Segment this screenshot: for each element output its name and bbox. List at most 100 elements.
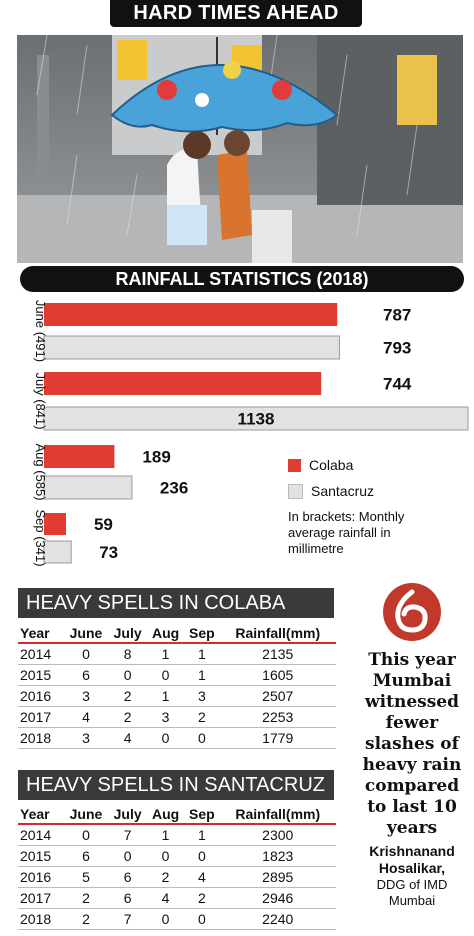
table-cell: 2017 — [18, 887, 64, 909]
bar-colaba-3 — [44, 513, 66, 535]
data-label: 744 — [383, 375, 412, 394]
table-cell: 1 — [184, 643, 220, 665]
category-label: Aug (585) — [33, 443, 48, 500]
table-cell: 6 — [108, 887, 147, 909]
table-cell: 0 — [108, 845, 147, 867]
column-header: Year — [18, 804, 64, 825]
table-row: 2016 3 2 1 3 2507 — [18, 685, 336, 707]
table-cell: 2018 — [18, 908, 64, 930]
table-cell: 0 — [146, 664, 185, 686]
table-cell: 3 — [63, 727, 109, 749]
santacruz-table-title: HEAVY SPELLS IN SANTACRUZ — [18, 770, 334, 800]
table-cell: 2 — [63, 908, 109, 930]
table-cell: 0 — [108, 664, 147, 686]
table-cell: 0 — [146, 727, 185, 749]
legend-item-colaba: Colaba — [288, 454, 374, 476]
brackets-note: In brackets: Monthly average rainfall in… — [288, 509, 405, 556]
table-cell: 0 — [146, 908, 185, 930]
column-header: Rainfall(mm) — [219, 804, 336, 825]
santacruz-spells-table: Year June July Aug Sep Rainfall(mm) 2014 0 7 1 1 2… — [18, 804, 336, 930]
newspaper-logo-icon — [383, 583, 441, 641]
table-cell: 2895 — [219, 866, 336, 888]
table-cell: 2 — [184, 706, 220, 728]
table-cell: 2015 — [18, 845, 64, 867]
table-cell: 1 — [184, 824, 220, 846]
legend-swatch-colaba — [288, 458, 301, 472]
table-cell: 6 — [108, 866, 147, 888]
table-cell: 2016 — [18, 866, 64, 888]
data-label: 787 — [383, 306, 411, 325]
table-header-row: Year June July Aug Sep Rainfall(mm) — [18, 623, 336, 644]
table-cell: 1605 — [219, 664, 336, 686]
table-cell: 0 — [63, 824, 109, 846]
table-cell: 2135 — [219, 643, 336, 665]
bar-colaba-1 — [44, 372, 322, 395]
table-cell: 4 — [146, 887, 185, 909]
column-header: Rainfall(mm) — [219, 623, 336, 644]
table-row: 2018 3 4 0 0 1779 — [18, 727, 336, 749]
table-cell: 2 — [184, 887, 220, 909]
table-cell: 0 — [63, 643, 109, 665]
legend-label-colaba: Colaba — [309, 457, 354, 473]
table-row: 2018 2 7 0 0 2240 — [18, 908, 336, 930]
umbrella-children-illustration — [17, 35, 463, 263]
data-label: 1138 — [238, 410, 275, 429]
bar-colaba-0 — [44, 303, 338, 326]
headline: HARD TIMES AHEAD — [110, 0, 362, 27]
table-row: 2017 4 2 3 2 2253 — [18, 706, 336, 728]
table-cell: 2014 — [18, 643, 64, 665]
table-cell: 1779 — [219, 727, 336, 749]
rainfall-bar-chart: 787 793 June (491) 744 1138 July (841) 189 236 A… — [33, 300, 469, 567]
table-cell: 3 — [146, 706, 185, 728]
table-cell: 1 — [184, 664, 220, 686]
table-cell: 1 — [146, 685, 185, 707]
data-label: 189 — [142, 448, 170, 467]
colaba-spells-table: Year June July Aug Sep Rainfall(mm) 2014 0 8 1 1 2… — [18, 623, 336, 749]
table-cell: 0 — [146, 845, 185, 867]
table-cell: 2 — [108, 706, 147, 728]
table-cell: 2018 — [18, 727, 64, 749]
column-header: Sep — [184, 623, 220, 644]
table-cell: 6 — [63, 664, 109, 686]
table-row: 2015 6 0 0 0 1823 — [18, 845, 336, 867]
table-cell: 1 — [146, 643, 185, 665]
legend-item-santacruz: Santacruz — [288, 480, 374, 502]
legend-swatch-santacruz — [288, 483, 303, 499]
table-cell: 0 — [184, 845, 220, 867]
table-cell: 7 — [108, 824, 147, 846]
column-header: June — [63, 804, 109, 825]
legend-label-santacruz: Santacruz — [311, 483, 375, 499]
table-cell: 8 — [108, 643, 147, 665]
column-header: Aug — [146, 804, 185, 825]
rainfall-stats-title: RAINFALL STATISTICS (2018) — [20, 266, 464, 292]
table-row: 2016 5 6 2 4 2895 — [18, 866, 336, 888]
quote-author: Krishnanand Hosalikar, — [369, 843, 455, 876]
column-header: Sep — [184, 804, 220, 825]
table-cell: 2300 — [219, 824, 336, 846]
table-cell: 2016 — [18, 685, 64, 707]
table-cell: 3 — [184, 685, 220, 707]
data-label: 236 — [160, 479, 188, 498]
table-cell: 4 — [63, 706, 109, 728]
table-cell: 1823 — [219, 845, 336, 867]
table-cell: 2014 — [18, 824, 64, 846]
column-header: July — [108, 623, 147, 644]
table-cell: 7 — [108, 908, 147, 930]
data-label: 73 — [99, 543, 118, 562]
category-label: Sep (341) — [33, 509, 48, 566]
table-row: 2014 0 7 1 1 2300 — [18, 824, 336, 846]
rain-photo — [17, 35, 463, 263]
bar-santacruz-2 — [43, 475, 133, 500]
category-label: June (491) — [33, 300, 48, 362]
table-cell: 2507 — [219, 685, 336, 707]
table-cell: 2 — [108, 685, 147, 707]
table-header-row: Year June July Aug Sep Rainfall(mm) — [18, 804, 336, 825]
data-label: 793 — [383, 339, 411, 358]
bar-colaba-2 — [44, 445, 115, 468]
column-header: Year — [18, 623, 64, 644]
chart-legend: Colaba Santacruz — [288, 454, 374, 506]
column-header: July — [108, 804, 147, 825]
category-label: July (841) — [33, 372, 48, 429]
table-cell: 0 — [184, 727, 220, 749]
table-row: 2017 2 6 4 2 2946 — [18, 887, 336, 909]
